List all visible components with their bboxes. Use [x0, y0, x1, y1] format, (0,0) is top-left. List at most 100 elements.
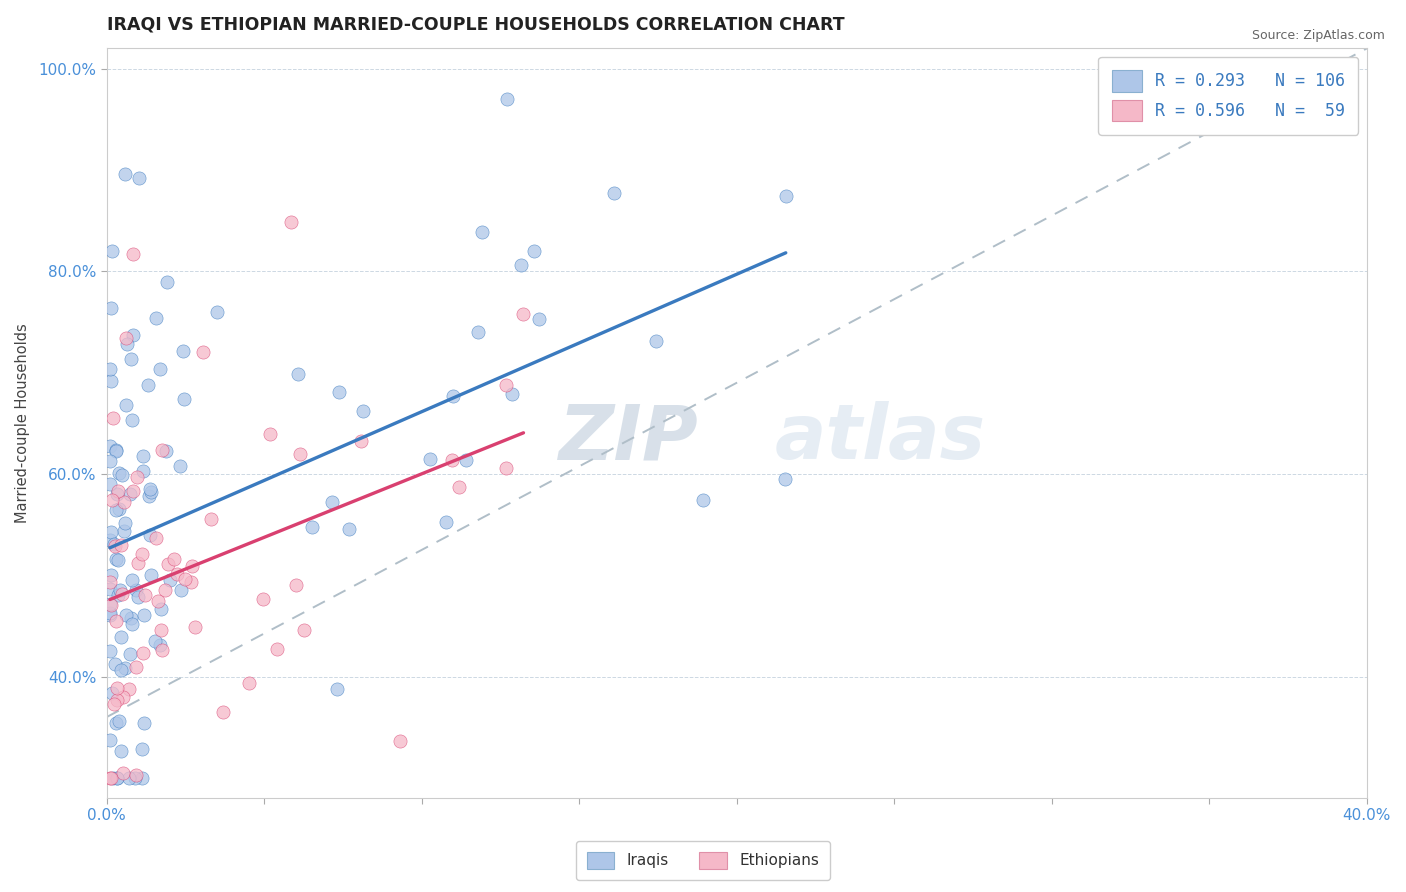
Point — [434, 515, 457, 529]
Text: ZIP: ZIP — [560, 401, 699, 475]
Point — [132, 464, 155, 478]
Point — [98, 771, 121, 785]
Point — [98, 476, 121, 491]
Point — [103, 697, 125, 711]
Point — [211, 706, 233, 720]
Point — [157, 557, 180, 571]
Point — [495, 461, 517, 475]
Point — [100, 493, 122, 508]
Point — [301, 520, 323, 534]
Point — [105, 487, 128, 501]
Point — [98, 454, 121, 468]
Point — [153, 583, 176, 598]
Point — [523, 244, 546, 258]
Point — [105, 681, 128, 696]
Point — [108, 466, 131, 480]
Point — [328, 384, 350, 399]
Point — [98, 582, 121, 596]
Point — [266, 642, 288, 657]
Point — [512, 307, 534, 321]
Point — [326, 682, 349, 697]
Point — [105, 443, 128, 458]
Point — [100, 598, 122, 612]
Point — [100, 301, 122, 315]
Point — [103, 536, 125, 550]
Point — [169, 459, 191, 474]
Point — [292, 623, 315, 637]
Point — [141, 484, 163, 499]
Point — [145, 532, 167, 546]
Point — [471, 225, 494, 239]
Point — [121, 573, 143, 587]
Point — [350, 434, 373, 449]
Point — [149, 623, 172, 637]
Point — [107, 552, 129, 566]
Point — [128, 171, 150, 186]
Legend: Iraqis, Ethiopians: Iraqis, Ethiopians — [576, 841, 830, 880]
Point — [509, 258, 531, 272]
Point — [501, 387, 523, 401]
Point — [180, 574, 202, 589]
Point — [143, 634, 166, 648]
Point — [337, 522, 360, 536]
Point — [105, 614, 128, 628]
Point — [284, 578, 307, 592]
Point — [150, 602, 173, 616]
Point — [131, 771, 153, 785]
Point — [139, 568, 162, 582]
Point — [107, 588, 129, 602]
Point — [388, 734, 411, 748]
Point — [287, 367, 309, 381]
Point — [454, 452, 477, 467]
Point — [159, 573, 181, 587]
Point — [101, 244, 124, 259]
Point — [110, 538, 132, 552]
Point — [252, 592, 274, 607]
Point — [183, 620, 205, 634]
Point — [131, 742, 153, 756]
Point — [100, 771, 122, 785]
Point — [98, 606, 121, 620]
Point — [100, 525, 122, 540]
Point — [107, 693, 129, 707]
Point — [527, 312, 550, 326]
Point — [124, 771, 146, 785]
Point — [114, 516, 136, 530]
Point — [238, 676, 260, 690]
Point — [127, 590, 149, 604]
Point — [107, 771, 129, 785]
Point — [112, 524, 135, 538]
Point — [290, 447, 312, 461]
Point — [125, 660, 148, 674]
Point — [146, 593, 169, 607]
Point — [496, 92, 519, 106]
Point — [121, 413, 143, 427]
Point — [180, 559, 202, 574]
Point — [98, 644, 121, 658]
Point — [98, 607, 121, 622]
Point — [107, 484, 129, 499]
Point — [124, 768, 146, 782]
Point — [352, 403, 374, 417]
Point — [98, 361, 121, 376]
Point — [280, 214, 302, 228]
Point — [115, 337, 138, 351]
Point — [173, 392, 195, 406]
Point — [115, 607, 138, 622]
Point — [259, 426, 281, 441]
Point — [98, 439, 121, 453]
Point — [207, 304, 229, 318]
Point — [139, 482, 162, 496]
Point — [98, 533, 121, 548]
Point — [115, 330, 138, 344]
Y-axis label: Married-couple Households: Married-couple Households — [15, 324, 30, 523]
Point — [98, 598, 121, 612]
Point — [108, 714, 131, 728]
Point — [773, 473, 796, 487]
Point — [110, 663, 132, 677]
Point — [104, 444, 127, 458]
Legend: R = 0.293   N = 106, R = 0.596   N =  59: R = 0.293 N = 106, R = 0.596 N = 59 — [1098, 57, 1358, 135]
Point — [174, 572, 197, 586]
Point — [495, 378, 517, 392]
Point — [191, 345, 214, 359]
